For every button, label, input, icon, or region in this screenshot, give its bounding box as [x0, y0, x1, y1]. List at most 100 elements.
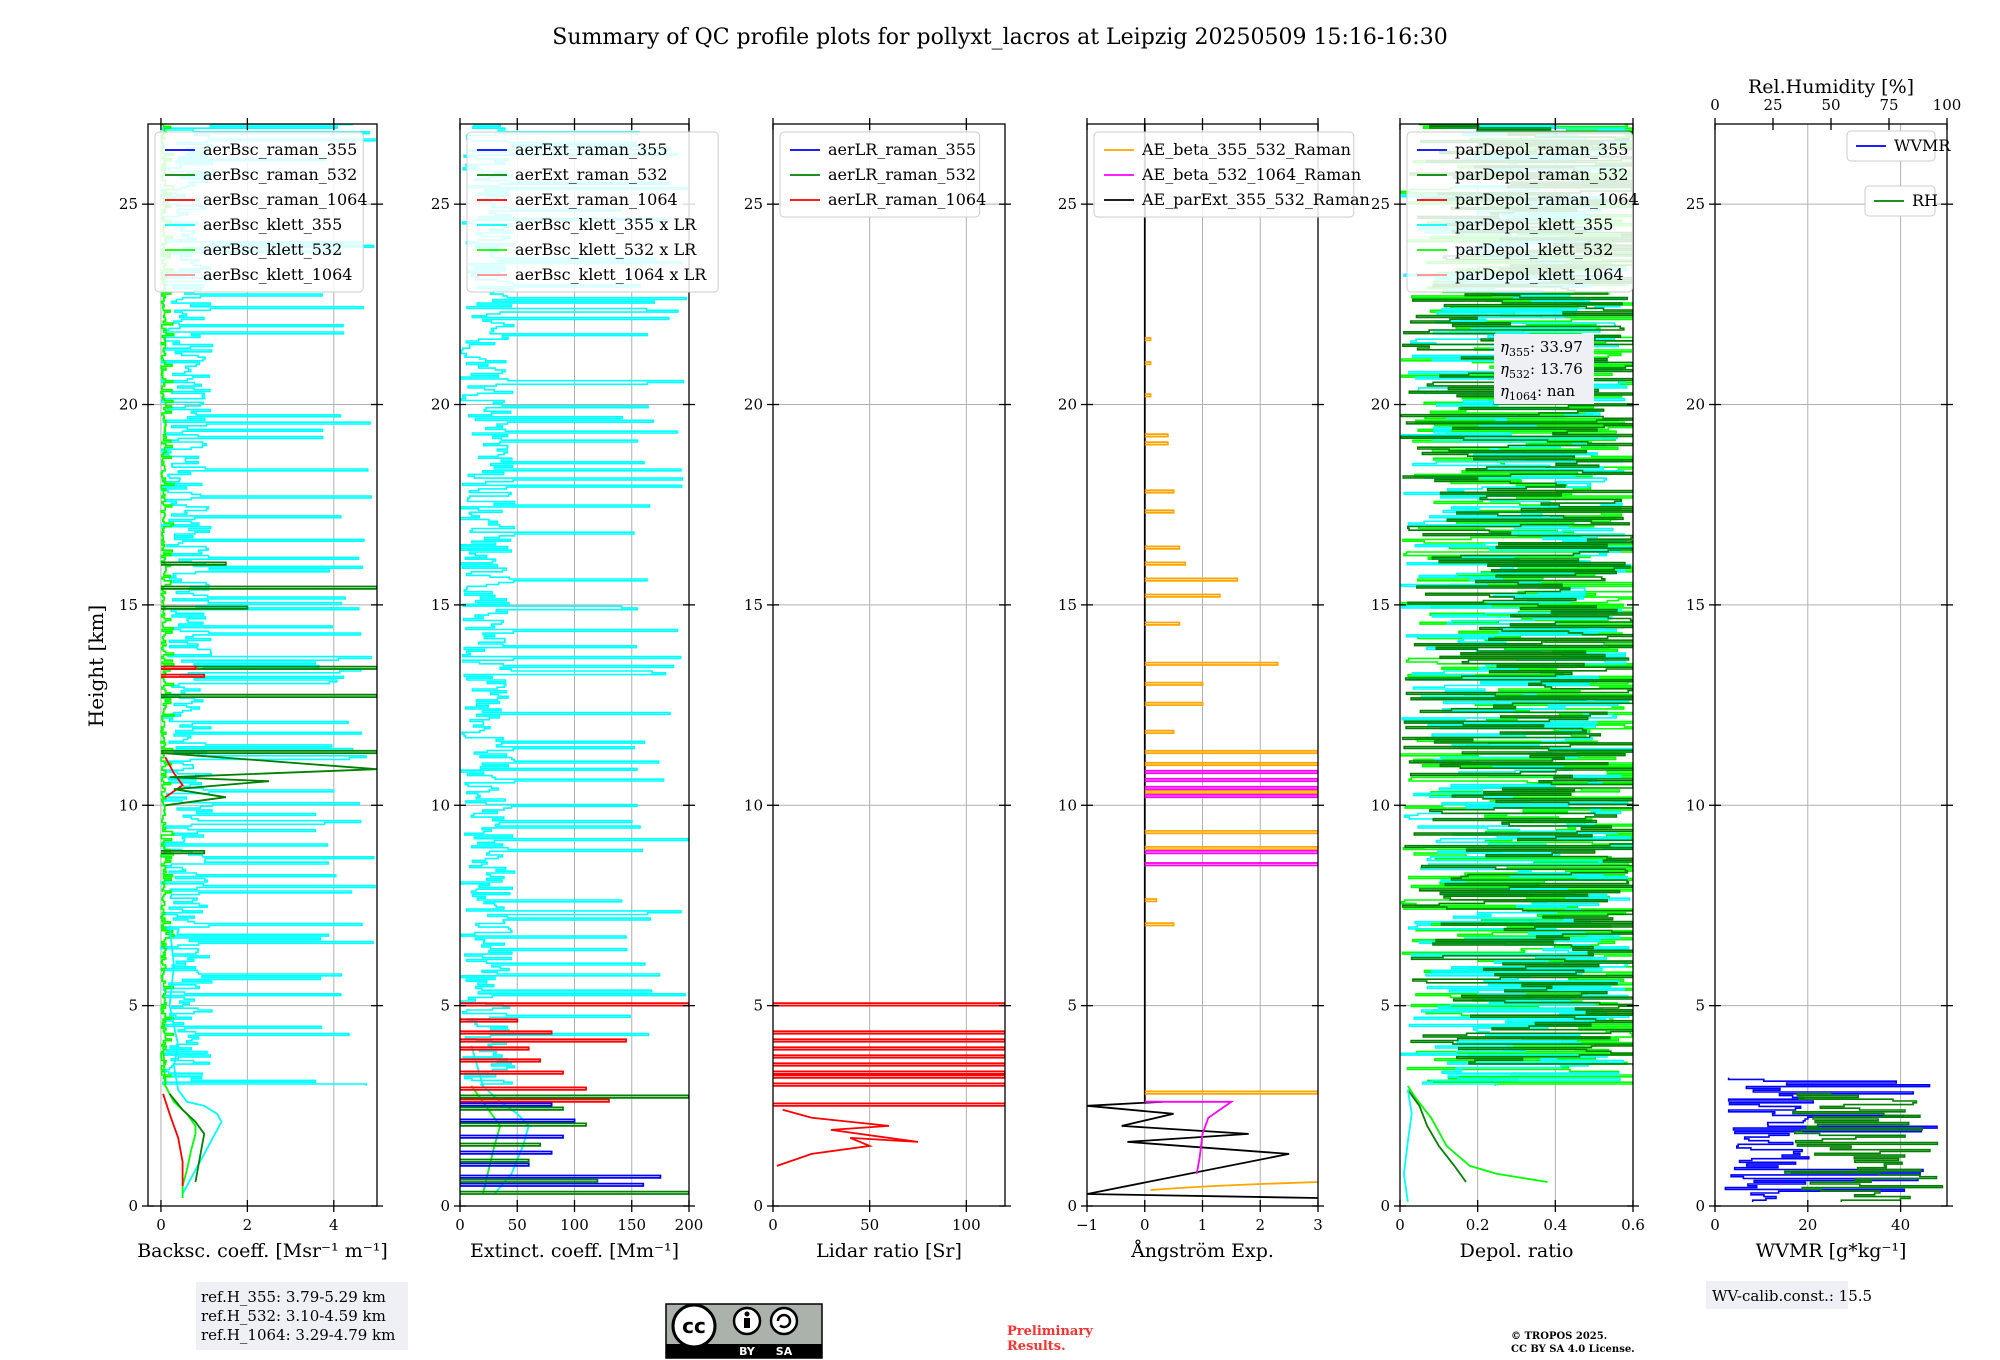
copyright-line-1: © TROPOS 2025.: [1511, 1331, 1607, 1342]
y-tick-label: 25: [431, 195, 450, 213]
top-tick-label: 100: [1933, 96, 1962, 114]
legend-entry: aerBsc_klett_532 x LR: [515, 240, 697, 259]
y-tick-label: 15: [744, 596, 763, 614]
panel-bsc: 0 5 10 15 20 25 0 2 4 Backsc. coeff. [Msr⁻¹ m⁻¹] a…: [119, 118, 388, 1262]
spike-raman_532: [161, 585, 377, 590]
y-tick-label: 10: [1058, 796, 1077, 814]
spike-raman_1064: [460, 1070, 564, 1075]
x-tick-label: 0: [1710, 1216, 1720, 1234]
spike-raman_1064: [460, 1038, 627, 1043]
legend-entry: parDepol_klett_1064: [1455, 265, 1624, 284]
legend-ext: aerExt_raman_355 aerExt_raman_532 aerExt_r…: [466, 131, 719, 293]
series-AE_beta_355_532_Raman: [1150, 1181, 1318, 1191]
legend-entry: AE_parExt_355_532_Raman: [1141, 190, 1370, 209]
x-axis-label-ae: Ångström Exp.: [1130, 1240, 1274, 1262]
legend-entry: WVMR: [1894, 136, 1951, 155]
legend-box: [779, 131, 981, 218]
legend-entry: AE_beta_532_1064_Raman: [1141, 165, 1361, 184]
spike-raman_532: [460, 1142, 541, 1147]
spike-ae_1: [1144, 621, 1181, 626]
y-tick-label: 0: [1067, 1197, 1077, 1215]
annotation-value: : 13.76: [1530, 360, 1583, 378]
legend-entry: aerBsc_klett_355: [203, 215, 342, 234]
axes-frame-depol: [1399, 123, 1634, 1207]
series-aerBsc_klett_532: [162, 1045, 197, 1198]
y-tick-label: 10: [744, 796, 763, 814]
sa-label: SA: [776, 1345, 793, 1358]
spike-ae_1: [1144, 593, 1221, 598]
spike-raman_1064: [460, 1046, 530, 1051]
spike-ae_1: [1144, 789, 1318, 795]
ref-height-1064: ref.H_1064: 3.29-4.79 km: [201, 1326, 395, 1344]
y-tick-label: 5: [440, 997, 450, 1015]
spike-ae_1: [1144, 361, 1152, 366]
annotation-value: : 33.97: [1530, 338, 1583, 356]
y-tick-label: 5: [1380, 997, 1390, 1015]
spike-ae_1: [1144, 922, 1175, 927]
legend-entry: parDepol_raman_532: [1455, 165, 1628, 184]
spike-ae_1: [1144, 577, 1239, 582]
top-tick-label: 75: [1879, 96, 1898, 114]
spike-raman_532: [460, 1178, 599, 1183]
x-tick-label: 3: [1313, 1216, 1323, 1234]
series-aerBsc_raman_1064: [162, 1093, 184, 1186]
series-parDepol_raman_532: [1407, 1089, 1467, 1183]
spike-ae_1: [1144, 681, 1204, 686]
series-aerBsc_raman_532: [168, 1093, 206, 1183]
spike-raman_532: [460, 1094, 689, 1099]
annotation-value: : nan: [1537, 382, 1575, 400]
spike-raman_355: [460, 1182, 645, 1187]
spike-raman_1064: [460, 1086, 587, 1091]
legend-entry: aerLR_raman_1064: [828, 190, 986, 209]
preliminary-label-2: Results.: [1007, 1339, 1066, 1354]
by-icon-body: [744, 1318, 750, 1328]
y-tick-label: 20: [1686, 396, 1705, 414]
x-tick-label: 200: [675, 1216, 704, 1234]
legend-entry: AE_beta_355_532_Raman: [1141, 140, 1351, 159]
series-aerLR_raman_1064: [776, 1108, 919, 1167]
cc-icon: [671, 1303, 717, 1349]
noisy-profile-raman_532: [1784, 1092, 1944, 1202]
legend-lr: aerLR_raman_355 aerLR_raman_532 aerLR_rama…: [779, 131, 986, 218]
axes-frame-bsc: [147, 123, 378, 1207]
spike-raman_1064: [460, 1058, 541, 1063]
legend-entry: aerBsc_klett_1064 x LR: [515, 265, 707, 284]
x-tick-label: 2: [243, 1216, 253, 1234]
spike-raman_532: [161, 665, 377, 670]
series-parDepol_klett_532: [1407, 1085, 1548, 1183]
legend-wv: WVMR RH: [1846, 130, 1951, 217]
x-tick-label: 50: [508, 1216, 527, 1234]
y-axis-label: Height [km]: [84, 605, 108, 727]
x-tick-label: 0: [455, 1216, 465, 1234]
axes-frame-lr: [772, 123, 1006, 1207]
y-tick-label: 0: [753, 1197, 763, 1215]
legend-ae: AE_beta_355_532_Raman AE_beta_532_1064_Ra…: [1093, 131, 1370, 218]
panel-wv: 0 5 10 15 20 25 0 20 40 WVMR [g*kg⁻¹] 0 25 50 75 100 Re…: [1686, 76, 1961, 1262]
preliminary-label: Preliminary: [1007, 1324, 1093, 1339]
legend-entry: RH: [1912, 191, 1938, 210]
spike-raman_355: [460, 1118, 576, 1123]
series-aerBsc_raman_532: [165, 752, 377, 807]
y-tick-label: 5: [753, 997, 763, 1015]
figure-title: Summary of QC profile plots for pollyxt_…: [552, 25, 1447, 50]
x-axis-label-lr: Lidar ratio [Sr]: [816, 1240, 962, 1262]
x-tick-label: 40: [1891, 1216, 1910, 1234]
spike-ae_2: [1144, 793, 1318, 799]
spike-raman_1064: [460, 1030, 553, 1035]
series-aerBsc_raman_1064: [164, 756, 184, 798]
spike-raman_532: [460, 1122, 587, 1127]
spike-ae_1: [1144, 489, 1175, 494]
x-tick-label: 0.2: [1466, 1216, 1490, 1234]
y-tick-label: 0: [128, 1197, 138, 1215]
legend-box: [1846, 130, 1936, 162]
legend-entry: aerExt_raman_532: [515, 165, 668, 184]
spike-raman_532: [161, 693, 377, 698]
y-tick-label: 25: [1371, 195, 1390, 213]
annotation-sub: 1064: [1509, 390, 1537, 403]
spike-raman_1064: [460, 1018, 519, 1023]
legend-box: [466, 131, 719, 293]
spike-ae_2: [1144, 862, 1318, 867]
series-parDepol_klett_355: [1402, 1089, 1413, 1203]
x-tick-label: 50: [860, 1216, 879, 1234]
sa-icon-arrow: [776, 1313, 792, 1329]
